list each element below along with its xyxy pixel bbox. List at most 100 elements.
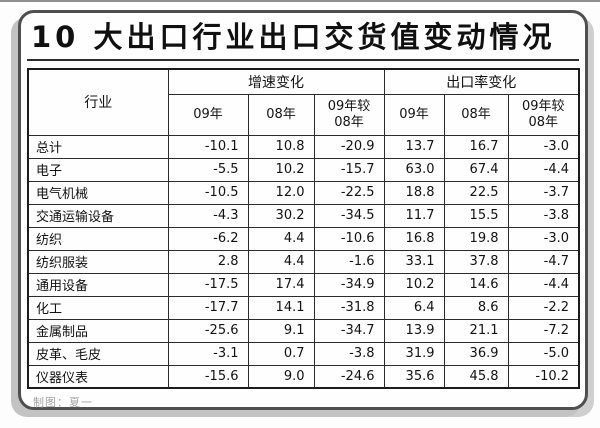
table-cell: -25.6	[167, 318, 249, 343]
table-cell: -3.7	[507, 180, 580, 205]
table-cell: 10.2	[247, 157, 315, 182]
row-label: 纺织	[27, 226, 169, 251]
table-cell: 2.8	[167, 249, 249, 274]
title-underline	[27, 59, 579, 61]
row-label: 仪器仪表	[27, 364, 169, 389]
table-cell: 14.6	[443, 272, 509, 297]
row-label: 金属制品	[27, 318, 169, 343]
table-cell: 10.8	[247, 134, 315, 159]
subcol-header: 08年	[247, 93, 315, 136]
table-row: 仪器仪表 -15.6 9.0 -24.6 35.6 45.8 -10.2	[27, 364, 580, 389]
table-cell: 33.1	[383, 249, 445, 274]
row-label: 电子	[27, 157, 169, 182]
table-cell: 4.4	[247, 226, 315, 251]
group-header-growth-change: 增速变化	[167, 68, 385, 95]
subcol-header: 08年	[443, 93, 509, 136]
row-label: 总计	[27, 134, 169, 159]
subcol-header: 09年较 08年	[313, 93, 385, 136]
table-cell: 4.4	[247, 249, 315, 274]
table-row: 通用设备 -17.5 17.4 -34.9 10.2 14.6 -4.4	[27, 272, 580, 297]
table-row: 纺织服装 2.8 4.4 -1.6 33.1 37.8 -4.7	[27, 249, 580, 274]
table-cell: -6.2	[167, 226, 249, 251]
subcol-line: 08年	[334, 114, 364, 130]
table-cell: -34.7	[313, 318, 385, 343]
table-cell: -5.0	[507, 341, 580, 366]
table-cell: 31.9	[383, 341, 445, 366]
table-cell: 15.5	[443, 203, 509, 228]
table-cell: 35.6	[383, 364, 445, 389]
group-header-export-rate-change: 出口率变化	[383, 68, 580, 95]
table-row: 化工 -17.7 14.1 -31.8 6.4 8.6 -2.2	[27, 295, 580, 320]
table-cell: -1.6	[313, 249, 385, 274]
table-cell: 6.4	[383, 295, 445, 320]
row-label: 交通运输设备	[27, 203, 169, 228]
table-cell: 21.1	[443, 318, 509, 343]
table-cell: 8.6	[443, 295, 509, 320]
table-cell: -20.9	[313, 134, 385, 159]
table-cell: -34.5	[313, 203, 385, 228]
table-row: 金属制品 -25.6 9.1 -34.7 13.9 21.1 -7.2	[27, 318, 580, 343]
row-label: 电气机械	[27, 180, 169, 205]
table-cell: 22.5	[443, 180, 509, 205]
subcol-line: 09年	[193, 106, 223, 122]
table-cell: 13.9	[383, 318, 445, 343]
table-cell: 36.9	[443, 341, 509, 366]
subcol-line: 08年	[461, 106, 491, 122]
table-cell: 12.0	[247, 180, 315, 205]
table-cell: -4.4	[507, 157, 580, 182]
table-cell: -24.6	[313, 364, 385, 389]
table-cell: -3.8	[507, 203, 580, 228]
subcol-header: 09年	[167, 93, 249, 136]
table-cell: 17.4	[247, 272, 315, 297]
table-cell: 19.8	[443, 226, 509, 251]
table-cell: -10.5	[167, 180, 249, 205]
table-cell: -2.2	[507, 295, 580, 320]
page-title: 10 大出口行业出口交货值变动情况	[31, 20, 556, 54]
table-cell: 16.8	[383, 226, 445, 251]
table-cell: 9.0	[247, 364, 315, 389]
table-row: 电气机械 -10.5 12.0 -22.5 18.8 22.5 -3.7	[27, 180, 580, 205]
table-row: 总计 -10.1 10.8 -20.9 13.7 16.7 -3.0	[27, 134, 580, 159]
table-row: 皮革、毛皮 -3.1 0.7 -3.8 31.9 36.9 -5.0	[27, 341, 580, 366]
table-cell: -4.7	[507, 249, 580, 274]
table-cell: -10.6	[313, 226, 385, 251]
table-cell: 18.8	[383, 180, 445, 205]
table-cell: 9.1	[247, 318, 315, 343]
table-cell: -3.0	[507, 226, 580, 251]
table-cell: -31.8	[313, 295, 385, 320]
table-cell: -3.0	[507, 134, 580, 159]
table-cell: 67.4	[443, 157, 509, 182]
subcol-line: 09年较	[521, 98, 565, 114]
row-label: 纺织服装	[27, 249, 169, 274]
table-cell: 14.1	[247, 295, 315, 320]
subcol-line: 09年较	[327, 98, 371, 114]
table-cell: 63.0	[383, 157, 445, 182]
row-label: 通用设备	[27, 272, 169, 297]
table-cell: -4.4	[507, 272, 580, 297]
table-cell: 0.7	[247, 341, 315, 366]
table-row: 电子 -5.5 10.2 -15.7 63.0 67.4 -4.4	[27, 157, 580, 182]
subcol-line: 09年	[399, 106, 429, 122]
table-cell: -17.7	[167, 295, 249, 320]
table-cell: 37.8	[443, 249, 509, 274]
subcol-line: 08年	[266, 106, 296, 122]
infographic-card: 10 大出口行业出口交货值变动情况 行业 增速变化 出口率变化 09年 08年	[18, 10, 588, 410]
table-cell: -10.2	[507, 364, 580, 389]
row-label: 化工	[27, 295, 169, 320]
table-cell: -15.7	[313, 157, 385, 182]
credit-line: 制图：夏一	[33, 396, 93, 409]
table-cell: -34.9	[313, 272, 385, 297]
table-cell: -10.1	[167, 134, 249, 159]
table-cell: 30.2	[247, 203, 315, 228]
table-cell: -5.5	[167, 157, 249, 182]
table-cell: -22.5	[313, 180, 385, 205]
table-cell: 16.7	[443, 134, 509, 159]
subcol-header: 09年较 08年	[507, 93, 580, 136]
table-cell: -7.2	[507, 318, 580, 343]
table-row: 纺织 -6.2 4.4 -10.6 16.8 19.8 -3.0	[27, 226, 580, 251]
top-edge-line	[0, 0, 600, 2]
table-cell: -4.3	[167, 203, 249, 228]
subcol-header: 09年	[383, 93, 445, 136]
row-label: 皮革、毛皮	[27, 341, 169, 366]
table-cell: -17.5	[167, 272, 249, 297]
